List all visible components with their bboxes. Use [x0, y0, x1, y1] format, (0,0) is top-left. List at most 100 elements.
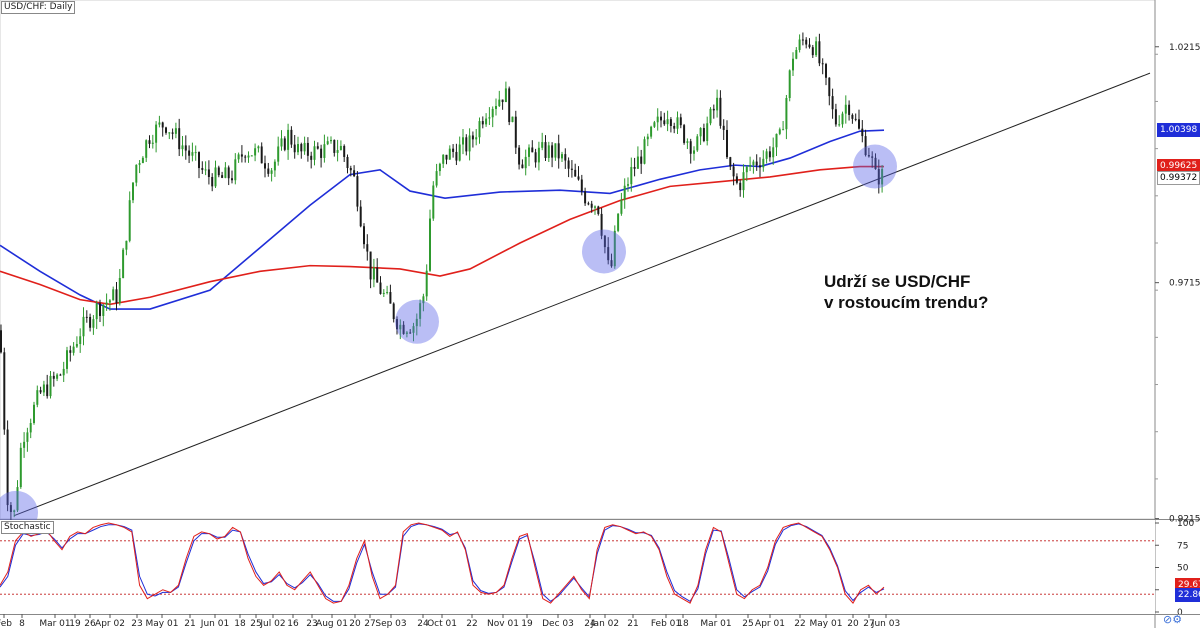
time-tick-label: May 01: [146, 619, 179, 628]
candle-body: [871, 156, 874, 158]
candle-body: [290, 129, 293, 145]
time-tick-label: 19: [69, 619, 81, 628]
candle-body: [478, 121, 481, 138]
moving-average-blue: [0, 129, 885, 310]
candle-body: [313, 146, 316, 160]
candle-body: [39, 390, 42, 393]
candle-body: [158, 122, 161, 125]
candle-body: [372, 267, 375, 280]
candle-body: [429, 218, 431, 271]
candle-body: [349, 168, 352, 171]
candle-body: [531, 147, 534, 153]
candle-body: [85, 316, 88, 318]
highlight-low-circle: [395, 299, 439, 344]
candle-body: [488, 117, 491, 119]
candle-body: [227, 167, 230, 179]
candle-body: [504, 88, 507, 103]
candle-body: [138, 163, 141, 165]
highlight-low-circle: [853, 144, 897, 189]
stochastic-area: [0, 520, 1155, 614]
stochastic-d-line: [0, 523, 885, 602]
time-tick-label: 21: [627, 619, 638, 628]
candle-body: [669, 119, 672, 126]
time-tick-label: Oct 01: [427, 619, 457, 628]
time-tick-label: 24: [417, 619, 429, 628]
candle-body: [498, 99, 501, 107]
time-tick-label: 22: [466, 619, 477, 628]
candle-body: [89, 316, 92, 328]
candle-body: [762, 158, 765, 168]
candle-body: [742, 172, 745, 191]
time-tick-label: Dec 03: [542, 619, 574, 628]
candle-body: [363, 226, 365, 245]
candle-body: [541, 142, 544, 148]
candle-body: [600, 213, 603, 236]
candle-body: [745, 166, 748, 173]
candle-body: [448, 148, 451, 160]
candle-body: [679, 117, 682, 126]
candle-body: [848, 104, 851, 115]
candle-body: [184, 145, 187, 151]
candle-body: [821, 63, 824, 65]
candle-body: [0, 330, 2, 353]
candle-body: [788, 70, 791, 99]
candle-body: [306, 142, 309, 156]
candle-body: [867, 155, 870, 157]
candle-body: [174, 128, 177, 134]
candle-body: [735, 176, 738, 183]
candle-body: [627, 184, 629, 186]
candle-body: [518, 147, 521, 165]
chart-tools-icon[interactable]: ⊘⚙: [1163, 613, 1183, 626]
candle-body: [577, 176, 580, 180]
candle-body: [33, 404, 35, 423]
candle-body: [438, 163, 441, 172]
stochastic-k-line: [0, 522, 885, 604]
candle-body: [851, 114, 854, 119]
candle-body: [521, 164, 524, 169]
candle-body: [171, 132, 174, 134]
candle-body: [491, 108, 494, 118]
candle-body: [115, 289, 118, 304]
candle-body: [587, 203, 590, 205]
candle-body: [702, 128, 705, 141]
candle-body: [594, 206, 596, 208]
candle-body: [323, 144, 326, 158]
time-tick-label: Jun 01: [200, 619, 229, 628]
time-tick-label: 23: [131, 619, 142, 628]
candle-body: [99, 303, 101, 316]
candle-body: [280, 138, 283, 147]
candle-body: [211, 176, 214, 187]
candle-body: [283, 138, 286, 150]
candle-body: [854, 118, 857, 120]
candle-body: [287, 129, 290, 150]
candle-body: [719, 97, 722, 126]
candle-body: [458, 144, 461, 161]
candle-body: [326, 141, 329, 145]
candle-body: [23, 441, 26, 448]
candle-body: [19, 447, 22, 488]
candle-body: [359, 206, 362, 227]
candle-body: [396, 319, 398, 330]
time-tick-label: 25: [250, 619, 261, 628]
candle-body: [254, 148, 257, 156]
candle-body: [214, 167, 217, 187]
candle-body: [333, 139, 336, 153]
candle-body: [646, 136, 649, 140]
candle-body: [79, 336, 82, 345]
candle-body: [643, 139, 646, 164]
candle-body: [590, 203, 593, 208]
candle-body: [336, 150, 339, 153]
candle-body: [633, 166, 636, 169]
time-tick-label: 22: [794, 619, 805, 628]
candle-body: [207, 169, 210, 177]
candle-body: [29, 422, 32, 433]
candle-body: [597, 206, 600, 214]
stochastic-tick-label: 100: [1177, 519, 1194, 529]
candle-body: [689, 141, 692, 154]
candle-body: [82, 316, 85, 337]
candle-body: [683, 125, 686, 143]
candle-body: [759, 165, 761, 168]
candle-body: [524, 156, 527, 169]
candle-body: [9, 505, 12, 512]
